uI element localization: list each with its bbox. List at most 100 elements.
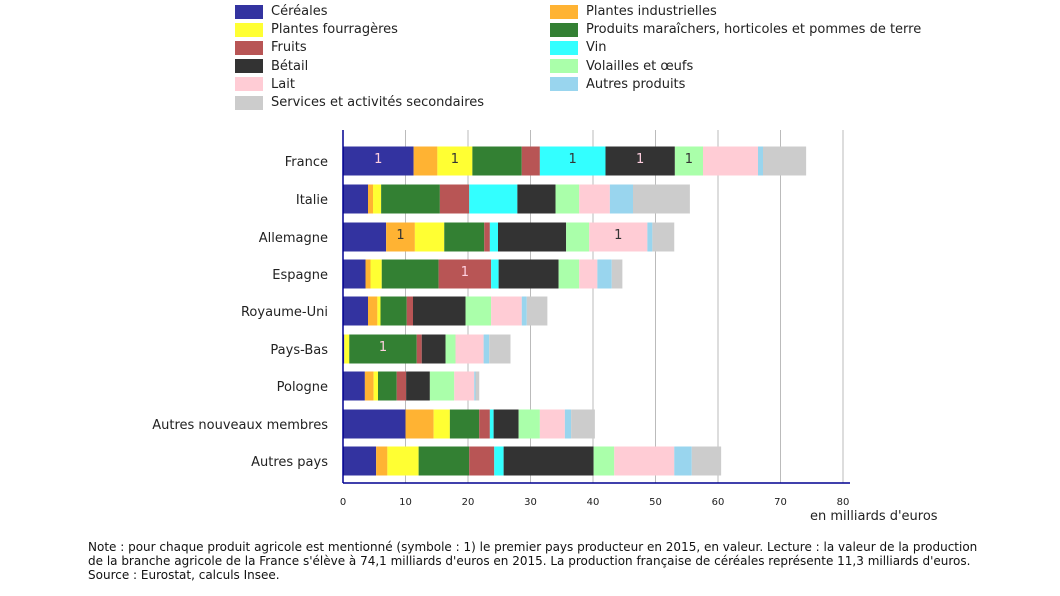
rank-annotation: 1: [614, 228, 622, 243]
bar-segment: [589, 222, 648, 252]
legend-label: Bétail: [271, 58, 309, 74]
bar-segment: [479, 409, 490, 439]
bar-segment: [493, 409, 519, 439]
bar-segment: [343, 371, 365, 401]
bar-segment: [449, 409, 480, 439]
rank-annotation: 1: [636, 152, 644, 167]
x-tick-label: 30: [524, 497, 537, 508]
bar-segment: [465, 296, 492, 326]
bar-segment: [368, 184, 373, 214]
category-label: Autres pays: [251, 455, 328, 470]
legend-swatch: [235, 22, 263, 37]
legend-item: Autres produits: [550, 77, 685, 92]
legend-label: Autres produits: [586, 76, 686, 92]
legend-item: Volailles et œufs: [550, 59, 693, 74]
bar-segment: [365, 259, 371, 289]
bar-segment: [396, 371, 407, 401]
legend-item: Bétail: [235, 59, 308, 74]
bar-segment: [475, 371, 480, 401]
bar-segment: [491, 296, 522, 326]
bar-segment: [455, 334, 484, 364]
bar-segment: [483, 334, 490, 364]
bar-segment: [343, 146, 414, 176]
legend-item: Plantes industrielles: [550, 4, 717, 19]
legend-swatch: [550, 77, 578, 92]
bar-segment: [469, 446, 495, 476]
bar-segment: [498, 222, 567, 252]
bar-segment: [703, 146, 758, 176]
bar-segment: [414, 222, 445, 252]
bar-segment: [571, 409, 595, 439]
legend-swatch: [235, 40, 263, 55]
x-tick-label: 40: [587, 497, 600, 508]
rank-annotation: 1: [379, 340, 387, 355]
category-label: Autres nouveaux membres: [152, 418, 328, 433]
x-axis-label: en milliards d'euros: [810, 509, 938, 524]
legend-label: Volailles et œufs: [586, 58, 694, 74]
rank-annotation: 1: [569, 152, 577, 167]
bar-segment: [555, 184, 580, 214]
bar-segment: [437, 146, 473, 176]
bar-segment: [387, 446, 419, 476]
bar-segment: [609, 184, 633, 214]
category-label: Pays-Bas: [270, 343, 328, 358]
bar-segment: [597, 259, 612, 289]
legend-swatch: [235, 77, 263, 92]
legend-label: Plantes fourragères: [271, 22, 398, 38]
bar-segment: [489, 409, 494, 439]
bar-segment: [454, 371, 475, 401]
bar-segment: [445, 334, 456, 364]
bar-segment: [489, 334, 511, 364]
bar-segment: [406, 296, 413, 326]
category-label: Italie: [296, 193, 328, 208]
legend-label: Services et activités secondaires: [271, 95, 485, 110]
bar-segment: [593, 446, 615, 476]
bar-segment: [763, 146, 807, 176]
bar-segment: [674, 446, 692, 476]
category-label: France: [285, 155, 328, 170]
category-label: Royaume-Uni: [241, 305, 328, 320]
legend-swatch: [235, 95, 263, 110]
category-label: Allemagne: [259, 231, 328, 246]
bar-segment: [406, 371, 430, 401]
x-tick-label: 80: [837, 497, 850, 508]
legend-swatch: [550, 22, 578, 37]
bar-segment: [343, 446, 377, 476]
x-tick-label: 70: [774, 497, 787, 508]
bar-segment: [381, 259, 439, 289]
bar-segment: [521, 296, 527, 326]
bar-segment: [674, 146, 703, 176]
bar-segment: [373, 371, 378, 401]
category-label: Espagne: [272, 268, 328, 283]
bar-segment: [405, 409, 434, 439]
x-tick-label: 0: [340, 497, 346, 508]
bar-segment: [691, 446, 722, 476]
bar-segment: [439, 184, 470, 214]
bar-segment: [413, 296, 466, 326]
bar-segment: [633, 184, 690, 214]
legend-label: Plantes industrielles: [586, 4, 717, 19]
legend-item: Produits maraîchers, horticoles et pomme…: [550, 22, 921, 37]
bar-segment: [498, 259, 559, 289]
chart-note: Note : pour chaque produit agricole est …: [88, 540, 978, 582]
legend-item: Vin: [550, 40, 606, 55]
bar-segment: [418, 446, 470, 476]
rank-annotation: 1: [451, 152, 459, 167]
legend-item: Fruits: [235, 40, 307, 55]
bar-segment: [539, 409, 565, 439]
x-tick-label: 10: [399, 497, 412, 508]
bar-segment: [526, 296, 548, 326]
bar-segment: [378, 371, 397, 401]
legend-item: Services et activités secondaires: [235, 95, 484, 110]
bar-segment: [343, 259, 366, 289]
bar-segment: [484, 222, 490, 252]
bar-segment: [647, 222, 653, 252]
rank-annotation: 1: [685, 152, 693, 167]
bar-segment: [381, 184, 440, 214]
x-tick-label: 20: [462, 497, 475, 508]
bar-segment: [521, 146, 540, 176]
bar-segment: [376, 446, 388, 476]
bar-segment: [413, 146, 438, 176]
rank-annotation: 1: [461, 265, 469, 280]
